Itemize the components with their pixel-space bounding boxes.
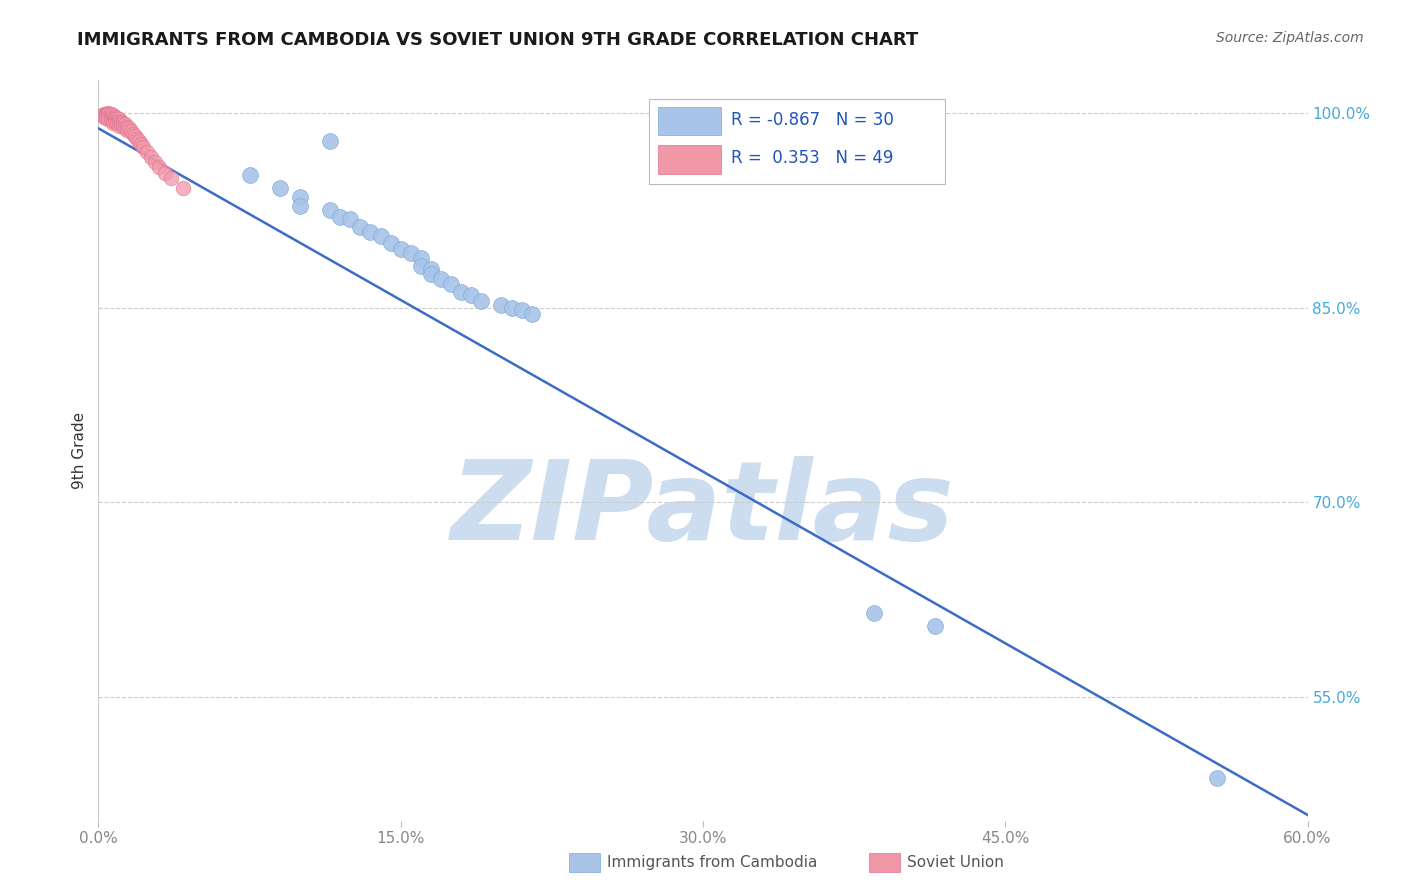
Point [470,294,492,309]
Point [105,111,128,125]
Point [118,121,141,136]
Point [430,272,453,286]
Y-axis label: 9th Grade: 9th Grade [72,412,87,489]
Point [1206,771,1229,785]
Point [329,210,352,224]
Point [288,190,311,204]
Point [105,113,128,128]
Point [101,116,124,130]
Point [96,107,118,121]
Point [153,165,176,179]
Point [120,124,142,138]
Point [501,301,523,315]
Point [110,115,132,129]
Point [370,229,392,244]
Point [440,277,463,292]
Point [510,303,533,318]
Point [100,107,122,121]
Point [135,145,157,159]
Point [319,134,342,148]
Text: ZIPatlas: ZIPatlas [451,456,955,563]
Point [148,161,170,175]
Point [114,118,136,132]
FancyBboxPatch shape [658,107,721,135]
Point [132,139,155,153]
Point [450,285,472,299]
Point [239,168,262,182]
Point [97,112,120,127]
Point [97,105,120,120]
Point [96,111,118,125]
Point [380,235,402,250]
Point [115,120,138,134]
Point [349,220,371,235]
Point [409,251,432,265]
Point [409,259,432,273]
Point [107,119,129,133]
Point [107,112,129,127]
Point [399,246,422,260]
Point [125,132,148,146]
Point [420,261,443,276]
Point [124,129,146,144]
Point [96,108,118,122]
Text: IMMIGRANTS FROM CAMBODIA VS SOVIET UNION 9TH GRADE CORRELATION CHART: IMMIGRANTS FROM CAMBODIA VS SOVIET UNION… [77,31,918,49]
Point [97,110,120,124]
Point [101,113,124,128]
Point [100,112,122,127]
Point [114,121,136,136]
Text: R =  0.353   N = 49: R = 0.353 N = 49 [731,149,893,167]
Point [160,170,183,185]
Point [288,199,311,213]
Point [103,110,125,124]
Point [172,181,194,195]
Point [111,116,134,130]
Point [115,122,138,136]
FancyBboxPatch shape [658,145,721,174]
Point [91,108,114,122]
Point [101,111,124,125]
Text: Source: ZipAtlas.com: Source: ZipAtlas.com [1216,31,1364,45]
Text: R = -0.867   N = 30: R = -0.867 N = 30 [731,111,894,128]
Point [520,307,543,321]
Point [924,619,946,633]
Point [105,116,128,130]
Point [97,107,120,121]
Point [101,108,124,122]
Point [103,112,125,127]
Point [139,150,162,164]
Point [93,107,115,121]
FancyBboxPatch shape [648,99,945,184]
Text: Soviet Union: Soviet Union [907,855,1004,870]
Point [491,298,513,312]
Point [389,242,412,256]
Point [269,181,291,195]
Text: Immigrants from Cambodia: Immigrants from Cambodia [607,855,818,870]
Point [111,119,134,133]
Point [128,134,150,148]
Point [319,203,342,218]
Point [863,606,886,620]
Point [360,225,382,239]
Point [100,110,122,124]
Point [103,115,125,129]
Point [339,212,361,227]
Point [129,136,152,151]
Point [420,267,443,281]
Point [110,118,132,132]
Point [121,127,143,141]
Point [460,287,482,301]
Point [107,115,129,129]
Point [93,110,115,124]
Point [143,155,166,169]
